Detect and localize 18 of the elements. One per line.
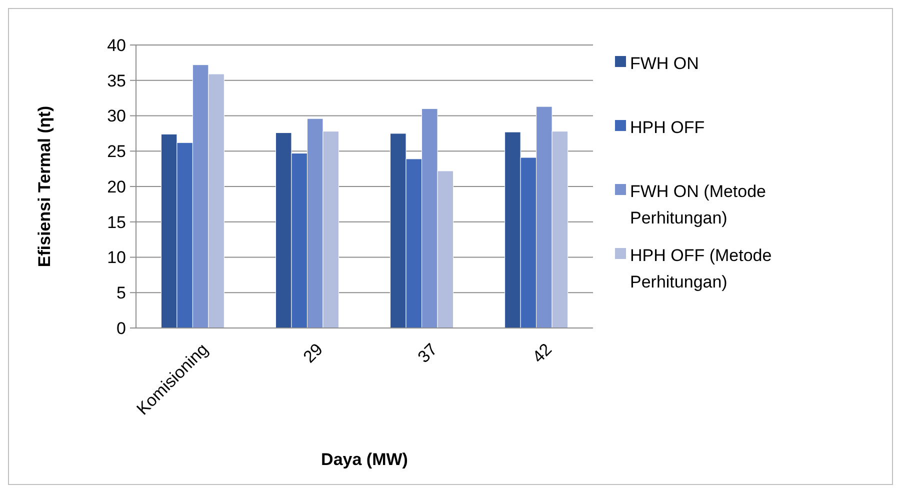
y-tick-label: 40: [107, 36, 126, 55]
y-tick-label: 35: [107, 71, 126, 90]
x-axis-title: Daya (MW): [321, 450, 408, 469]
y-tick-label: 30: [107, 106, 126, 126]
legend-label: FWH ON (Metode Perhitungan): [630, 182, 766, 228]
y-tick-label: 25: [107, 142, 126, 162]
x-tick-label: 42: [528, 340, 556, 367]
y-tick-label: 5: [116, 284, 126, 303]
legend-label: HPH OFF: [630, 118, 705, 137]
y-tick-label: 15: [107, 212, 126, 232]
legend-label: FWH ON: [630, 54, 699, 73]
y-tick-label: 0: [116, 318, 126, 338]
y-tick-label: 10: [107, 248, 126, 268]
legend-label: HPH OFF (Metode Perhitungan): [630, 246, 772, 292]
x-tick-label: 37: [414, 340, 442, 367]
y-axis-title: Efisiensi Termal (ηt): [35, 106, 54, 268]
y-tick-label: 20: [107, 177, 126, 196]
x-tick-label: 29: [300, 340, 326, 367]
